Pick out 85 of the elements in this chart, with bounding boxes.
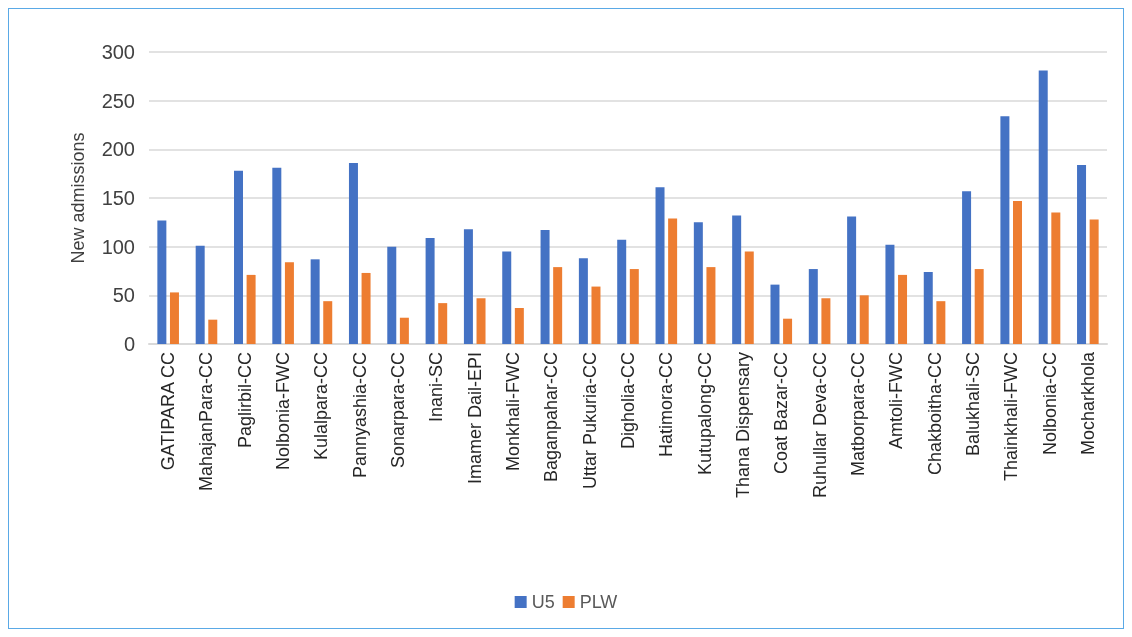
bar	[629, 269, 639, 344]
y-tick-label: 300	[101, 41, 135, 63]
x-tick-label: Ruhullar Deva-CC	[809, 352, 830, 499]
bar	[859, 295, 869, 344]
y-tick-label: 100	[101, 235, 135, 258]
y-tick-label: 0	[123, 333, 135, 355]
bar	[885, 244, 895, 344]
bar	[617, 239, 627, 344]
y-tick-label: 50	[112, 284, 135, 307]
x-tick-label: Coat Bazar-CC	[771, 352, 792, 475]
x-tick-label: Hatimora-CC	[656, 352, 677, 458]
x-tick-label: Digholia-CC	[618, 352, 638, 450]
bar	[399, 317, 409, 344]
x-tick-label: Pannyashia-CC	[349, 352, 370, 479]
bar	[1089, 219, 1099, 344]
bar	[463, 229, 473, 344]
bar	[898, 274, 908, 344]
y-tick-label: 200	[101, 138, 135, 161]
bar	[1000, 116, 1010, 344]
legend-label: PLW	[579, 592, 618, 612]
x-tick-label: Kulalpara-CC	[311, 352, 332, 461]
bar	[284, 262, 294, 344]
y-axis-title: New admissions	[68, 132, 88, 264]
bar	[272, 167, 282, 344]
x-tick-label: Monkhali-FWC	[503, 352, 524, 472]
bar	[246, 274, 256, 344]
bar	[425, 237, 435, 344]
bar	[744, 251, 754, 344]
x-tick-label: MahajanPara-CC	[196, 352, 217, 492]
bar	[936, 301, 946, 344]
bar	[808, 269, 818, 344]
bar	[323, 301, 333, 344]
x-tick-label: Imamer Dail-EPI	[464, 352, 485, 485]
bar	[438, 303, 448, 344]
x-tick-label: Nolbonia-CC	[1039, 352, 1060, 456]
y-tick-label: 250	[101, 89, 135, 112]
x-tick-label: Inani-SC	[426, 352, 447, 423]
bar	[502, 251, 512, 344]
bar	[476, 298, 486, 344]
bar	[208, 319, 218, 344]
bar	[578, 258, 588, 344]
bar	[591, 286, 601, 344]
bar	[821, 298, 831, 344]
bar	[540, 230, 550, 344]
x-tick-label: Nolbonia-FWC	[273, 352, 294, 471]
bar	[668, 218, 678, 344]
x-tick-label: Balukhali-SC	[962, 352, 983, 457]
x-tick-label: Amtoli-FWC	[886, 352, 907, 449]
bar	[732, 215, 742, 344]
bar	[310, 259, 320, 344]
bar	[348, 162, 358, 344]
bar	[1077, 164, 1087, 344]
x-tick-label: Mocharkhola	[1077, 351, 1098, 456]
bar	[553, 267, 563, 344]
bar	[974, 269, 984, 344]
x-tick-label: Paglirbil-CC	[234, 352, 255, 449]
bar	[962, 191, 972, 344]
bar	[234, 170, 243, 344]
bar	[770, 284, 780, 344]
x-tick-label: Sonarpara-CC	[388, 352, 409, 469]
bar	[195, 245, 205, 344]
bar	[361, 272, 371, 344]
bar	[1038, 70, 1048, 344]
bar	[693, 222, 703, 344]
bar	[847, 216, 857, 344]
bar	[1013, 200, 1022, 344]
x-tick-label: Kutupalong-CC	[694, 352, 715, 476]
bar	[923, 271, 933, 344]
bar	[514, 307, 524, 344]
x-tick-label: Chakboitha-CC	[924, 352, 945, 476]
bar	[706, 267, 716, 344]
y-tick-label: 150	[101, 187, 135, 209]
x-tick-label: GATIPARA CC	[158, 352, 179, 471]
x-tick-label: Matborpara-CC	[847, 352, 868, 477]
bar	[783, 318, 793, 344]
x-tick-label: Baganpahar-CC	[541, 352, 562, 483]
bar	[387, 246, 397, 344]
x-tick-label: Thainkhali-FWC	[1001, 352, 1022, 482]
bar	[169, 292, 179, 344]
x-tick-label: Thana Dispensary	[732, 352, 753, 499]
bar	[1051, 212, 1061, 344]
bar	[157, 220, 167, 344]
bar	[655, 187, 665, 344]
x-tick-label: Uttar Pukuria-CC	[579, 352, 600, 490]
legend-label: U5	[531, 592, 555, 612]
